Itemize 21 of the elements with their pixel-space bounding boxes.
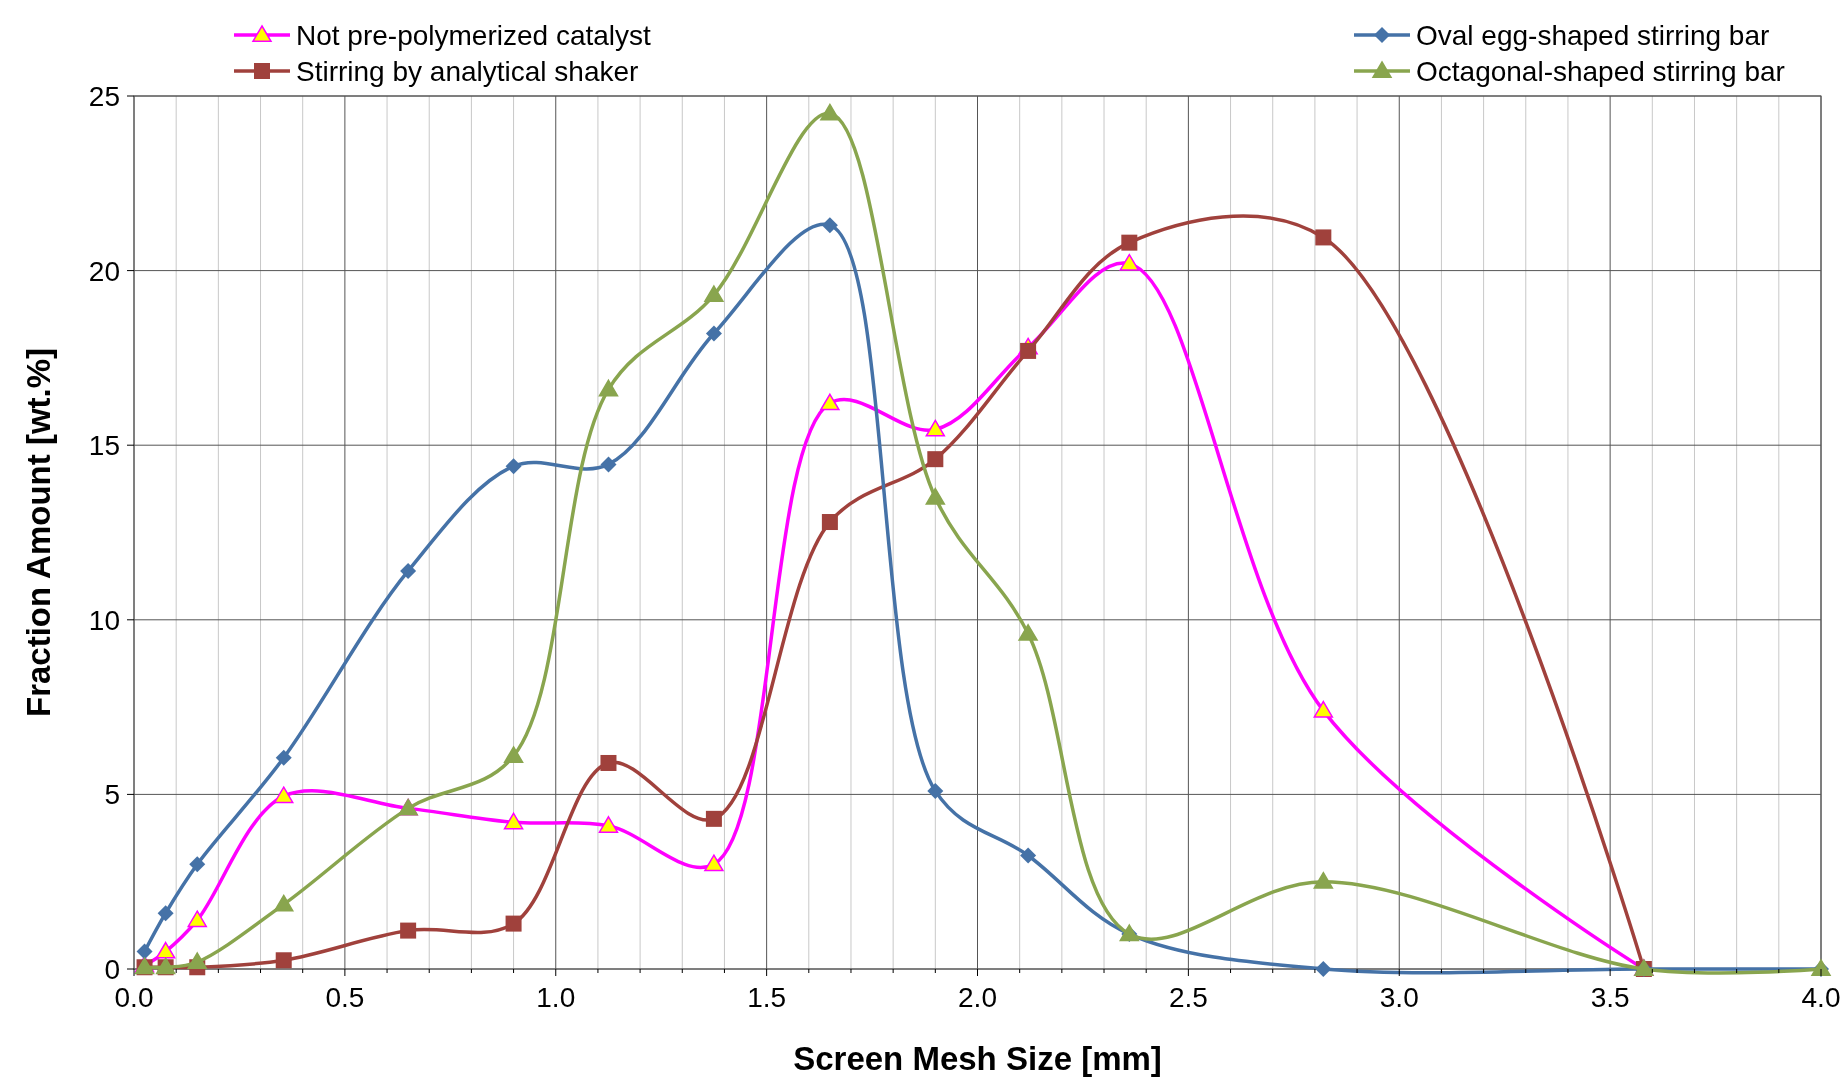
x-tick-label: 0.5 [325,982,365,1013]
legend-label: Oval egg-shaped stirring bar [1416,20,1770,51]
x-tick-label: 4.0 [1801,982,1841,1013]
y-tick-label: 20 [88,255,120,287]
legend-label: Octagonal-shaped stirring bar [1416,56,1785,87]
y-tick-label: 15 [88,430,120,462]
x-tick-label: 2.5 [1168,982,1208,1013]
y-tick-label: 5 [104,779,120,811]
x-tick-label: 3.0 [1379,982,1419,1013]
y-tick-label: 25 [88,81,120,112]
x-tick-label: 0.0 [114,982,154,1013]
x-tick-label: 1.5 [747,982,787,1013]
legend-label: Stirring by analytical shaker [296,56,639,87]
legend-label: Not pre-polymerized catalyst [296,20,652,51]
x-axis-title: Screen Mesh Size [mm] [793,1040,1162,1077]
y-tick-label: 0 [104,954,120,985]
y-axis-title: Fraction Amount [wt.%] [20,347,57,718]
x-tick-label: 1.0 [536,982,576,1013]
x-tick-label: 2.0 [958,982,997,1013]
x-tick-label: 3.5 [1590,982,1630,1013]
y-tick-label: 10 [88,604,120,636]
